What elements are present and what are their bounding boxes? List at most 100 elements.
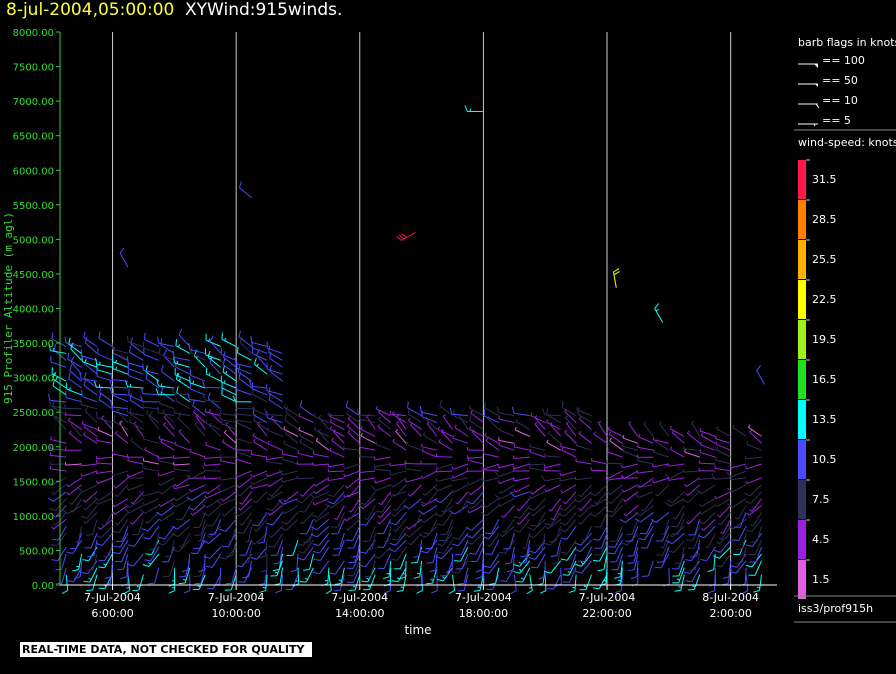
wind-barb [252,512,268,527]
wind-barb [608,532,623,548]
barb-feather [51,538,59,541]
wind-barb [595,532,608,549]
barb-feather [634,511,642,516]
barb-staff [173,393,190,396]
barb-half-feather [442,576,446,579]
barb-staff [481,553,484,570]
barb-staff [247,526,253,543]
wind-barb [313,477,330,487]
barb-feather [419,534,426,538]
wind-barb [727,498,747,508]
wind-barb [623,491,639,502]
wind-barb [574,532,592,546]
barb-half-feather [699,449,702,453]
barb-staff [282,470,299,476]
barb-staff [296,553,299,570]
wind-barb [718,525,732,540]
barb-staff [622,445,639,451]
wind-barb [347,415,361,430]
wind-barb [175,372,191,389]
barb-half-feather [115,359,118,364]
wind-barb [221,491,237,502]
barb-half-feather [406,526,410,530]
barb-half-feather [530,412,533,416]
barb-staff [443,539,453,554]
barb-half-feather [528,465,531,469]
wind-barb [467,477,484,486]
wind-barb [68,372,82,389]
barb-half-feather [220,457,222,461]
barb-feather [96,369,98,377]
wind-barb [186,491,206,501]
wind-barb [590,457,608,465]
barb-staff [104,512,113,527]
wind-barb [468,426,484,437]
wind-barb [441,498,453,513]
barb-staff [440,505,453,517]
wind-barb [157,470,175,477]
barb-staff [670,448,685,458]
barb-half-feather [183,578,187,581]
barb-half-feather [99,361,101,365]
wind-barb [140,387,159,396]
wind-barb [97,427,113,437]
barb-staff [485,498,500,508]
barb-half-feather [452,435,455,439]
barb-staff [397,546,407,561]
barb-feather [573,498,580,503]
barb-staff [109,539,114,556]
wind-barb [564,415,577,430]
barb-half-feather [714,456,717,460]
barb-feather [156,406,160,413]
barb-half-feather [50,481,53,486]
wind-speed-title: wind-speed: knots [798,136,896,149]
barb-half-feather [158,400,161,404]
barb-staff [565,519,577,532]
barb-staff [158,342,175,348]
wind-barb [205,420,221,430]
wind-barb [104,560,114,580]
barb-staff [620,574,623,591]
wind-barb [96,460,113,465]
flag-100-label: == 100 [822,54,865,67]
wind-barb [64,336,82,348]
barb-staff [501,525,515,538]
barb-half-feather [52,515,56,518]
barb-staff [509,533,515,549]
wind-barb [97,518,113,530]
wind-barb [575,560,592,574]
barb-staff [436,477,453,482]
barb-half-feather [173,409,176,413]
barb-half-feather [205,491,208,495]
time-gridlines [112,32,732,585]
wind-barb [189,448,206,458]
wind-barb [272,553,284,572]
wind-barb [736,546,747,565]
barb-staff [50,350,67,354]
wind-barb [405,460,422,465]
barb-half-feather [441,510,445,513]
barb-half-feather [638,434,641,438]
barb-staff [241,491,253,505]
barb-staff [722,519,732,534]
barb-half-feather [484,432,487,436]
barb-staff [70,361,83,375]
wind-barb [384,526,392,543]
barb-half-feather [348,510,352,513]
wind-barb [436,453,453,458]
wind-barb [81,420,98,430]
barb-staff [732,427,747,437]
wind-barb [732,526,747,541]
barb-staff [365,415,376,430]
barb-staff [564,498,577,511]
wind-barb [436,567,453,582]
barb-half-feather [691,420,695,423]
barb-half-feather [454,424,457,428]
barb-half-feather [364,517,368,520]
barb-staff [453,484,469,493]
barb-half-feather [435,478,438,482]
wind-barb [406,441,422,451]
barb-staff [98,337,113,347]
barb-staff [79,560,83,577]
wind-barb [743,484,762,497]
